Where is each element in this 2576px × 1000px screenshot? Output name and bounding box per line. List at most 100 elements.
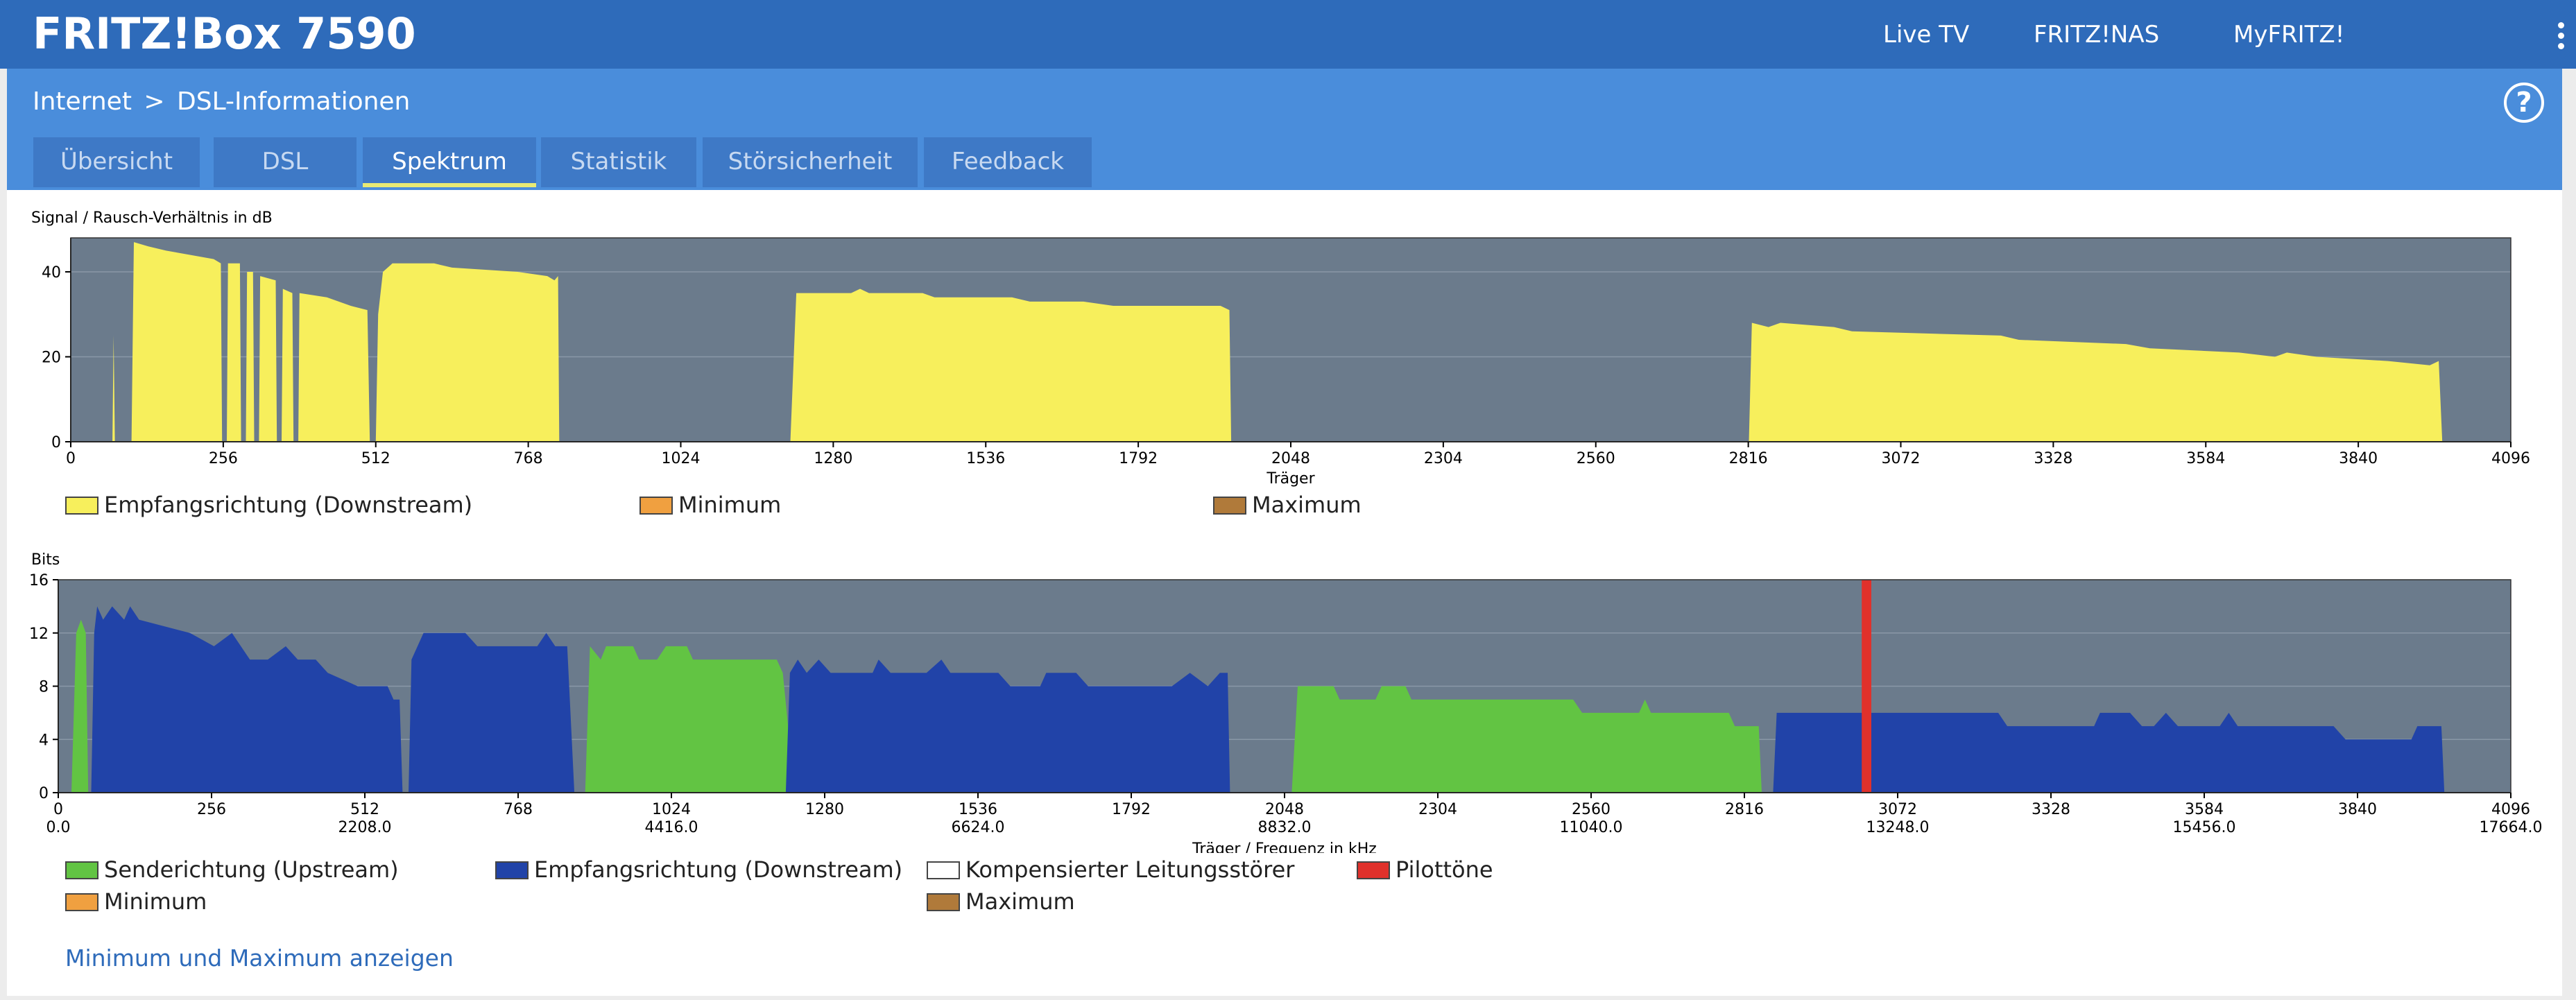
x-tick-label: 1792 [1119, 450, 1158, 467]
x-tick-label: 3328 [2034, 450, 2072, 467]
series-area-empfangsrichtung-downstream--2 [790, 288, 1232, 442]
bits-chart-ylabel: Bits [31, 551, 60, 569]
x-tick-label: 4096 [2491, 801, 2530, 818]
x-tick-label: 2816 [1725, 801, 1764, 818]
breadcrumb-separator-icon: > [144, 87, 165, 116]
tab-stoersicherheit[interactable]: Störsicherheit [703, 137, 918, 187]
downstream-swatch-icon [65, 497, 98, 515]
more-menu-icon[interactable] [2556, 22, 2566, 50]
legend-maximum-snr: Maximum [1213, 492, 1362, 518]
series-area-empfangsrichtung-downstream--2 [1773, 712, 2445, 793]
x-tick-label: 4096 [2491, 450, 2530, 467]
x-tick-label: 1280 [814, 450, 852, 467]
help-icon[interactable]: ? [2504, 83, 2544, 123]
nav-fritz-nas[interactable]: FRITZ!NAS [2034, 21, 2160, 49]
x-tick-khz-label: 17664.0 [2480, 819, 2543, 836]
pilot-swatch-icon [1357, 861, 1390, 879]
series-area-empfangsrichtung-downstream--3 [1749, 322, 2443, 442]
x-tick-label: 2048 [1271, 450, 1310, 467]
legend-compensated: Kompensierter Leitungsstörer [927, 856, 1294, 883]
legend-upstream: Senderichtung (Upstream) [65, 856, 399, 883]
x-tick-khz-label: 11040.0 [1560, 819, 1623, 836]
y-tick-label: 4 [39, 732, 49, 749]
x-tick-label: 2048 [1265, 801, 1304, 818]
legend-downstream-snr: Empfangsrichtung (Downstream) [65, 492, 472, 518]
tab-dsl[interactable]: DSL [214, 137, 357, 187]
x-tick-label: 3584 [2186, 450, 2225, 467]
x-tick-khz-label: 4416.0 [645, 819, 698, 836]
maximum-bits-swatch-icon [927, 893, 960, 911]
x-tick-label: 3840 [2338, 801, 2377, 818]
x-tick-label: 0 [66, 450, 76, 467]
breadcrumb-dsl-info: DSL-Informationen [177, 87, 411, 116]
x-tick-label: 1792 [1112, 801, 1151, 818]
x-axis-label: Träger / Frequenz in kHz [1192, 840, 1377, 853]
legend-pilot: Pilottöne [1357, 856, 1493, 883]
snr-chart: 0 20 40 0 256 512 768 1024 1280 1536 1792 2048 2304 2… [42, 237, 2530, 488]
x-tick-label: 768 [504, 801, 533, 818]
y-tick-label: 0 [39, 785, 49, 802]
series-area-pilott-ne-0 [1862, 580, 1871, 793]
series-area-empfangsrichtung-downstream--0 [91, 606, 575, 793]
x-tick-khz-label: 15456.0 [2173, 819, 2236, 836]
x-tick-label: 3072 [1878, 801, 1917, 818]
y-tick-label: 20 [42, 350, 61, 367]
x-tick-label: 256 [209, 450, 238, 467]
x-tick-label: 2304 [1424, 450, 1463, 467]
x-tick-khz-label: 8832.0 [1258, 819, 1312, 836]
x-tick-label: 256 [197, 801, 226, 818]
series-area-senderichtung-upstream--0 [71, 619, 89, 793]
x-tick-label: 512 [361, 450, 390, 467]
upstream-swatch-icon [65, 861, 98, 879]
breadcrumb-internet[interactable]: Internet [33, 87, 132, 116]
y-tick-label: 8 [39, 679, 49, 696]
legend-maximum-bits: Maximum [927, 888, 1075, 915]
x-tick-khz-label: 0.0 [46, 819, 71, 836]
tab-uebersicht[interactable]: Übersicht [33, 137, 200, 187]
top-bar: FRITZ!Box 7590 Live TV FRITZ!NAS MyFRITZ… [0, 0, 2576, 69]
x-tick-label: 1024 [652, 801, 691, 818]
series-area-empfangsrichtung-downstream--0 [112, 335, 115, 442]
minimum-bits-swatch-icon [65, 893, 98, 911]
x-tick-label: 512 [350, 801, 379, 818]
nav-live-tv[interactable]: Live TV [1883, 21, 1970, 49]
sub-header: Internet > DSL-Informationen ? Übersicht… [7, 69, 2562, 190]
tab-spektrum[interactable]: Spektrum [363, 137, 536, 187]
tab-statistik[interactable]: Statistik [541, 137, 696, 187]
x-tick-label: 0 [53, 801, 63, 818]
x-tick-label: 1536 [966, 450, 1005, 467]
x-tick-label: 2304 [1418, 801, 1457, 818]
minimum-swatch-icon [639, 497, 673, 515]
legend-minimum-bits: Minimum [65, 888, 207, 915]
x-tick-label: 1280 [805, 801, 844, 818]
legend-minimum-snr: Minimum [639, 492, 781, 518]
breadcrumb: Internet > DSL-Informationen [33, 87, 410, 116]
series-area-empfangsrichtung-downstream--1 [131, 242, 560, 442]
x-tick-label: 1536 [959, 801, 997, 818]
bits-chart: 0 4 8 12 16 0 256 512 768 1024 1280 1536 1792 2048 230… [29, 572, 2543, 853]
maximum-swatch-icon [1213, 497, 1246, 515]
y-tick-label: 16 [29, 572, 49, 589]
downstream-bits-swatch-icon [495, 861, 529, 879]
x-tick-label: 2560 [1572, 801, 1611, 818]
y-tick-label: 12 [29, 626, 49, 643]
legend-downstream-bits: Empfangsrichtung (Downstream) [495, 856, 902, 883]
x-tick-khz-label: 13248.0 [1866, 819, 1930, 836]
series-area-empfangsrichtung-downstream--1 [785, 660, 1230, 793]
x-tick-label: 3584 [2185, 801, 2224, 818]
x-tick-khz-label: 6624.0 [952, 819, 1005, 836]
x-tick-label: 3328 [2032, 801, 2070, 818]
x-tick-label: 1024 [662, 450, 701, 467]
snr-chart-ylabel: Signal / Rausch-Verhältnis in dB [31, 209, 273, 227]
show-min-max-link[interactable]: Minimum und Maximum anzeigen [65, 945, 454, 972]
x-axis-label: Träger [1266, 470, 1315, 488]
y-tick-label: 0 [51, 434, 61, 451]
y-tick-label: 40 [42, 264, 61, 282]
nav-myfritz[interactable]: MyFRITZ! [2233, 21, 2345, 49]
x-tick-label: 3840 [2339, 450, 2378, 467]
tab-feedback[interactable]: Feedback [924, 137, 1092, 187]
x-tick-khz-label: 2208.0 [338, 819, 392, 836]
brand-title[interactable]: FRITZ!Box 7590 [33, 8, 416, 59]
compensated-swatch-icon [927, 861, 960, 879]
x-tick-label: 2560 [1577, 450, 1615, 467]
